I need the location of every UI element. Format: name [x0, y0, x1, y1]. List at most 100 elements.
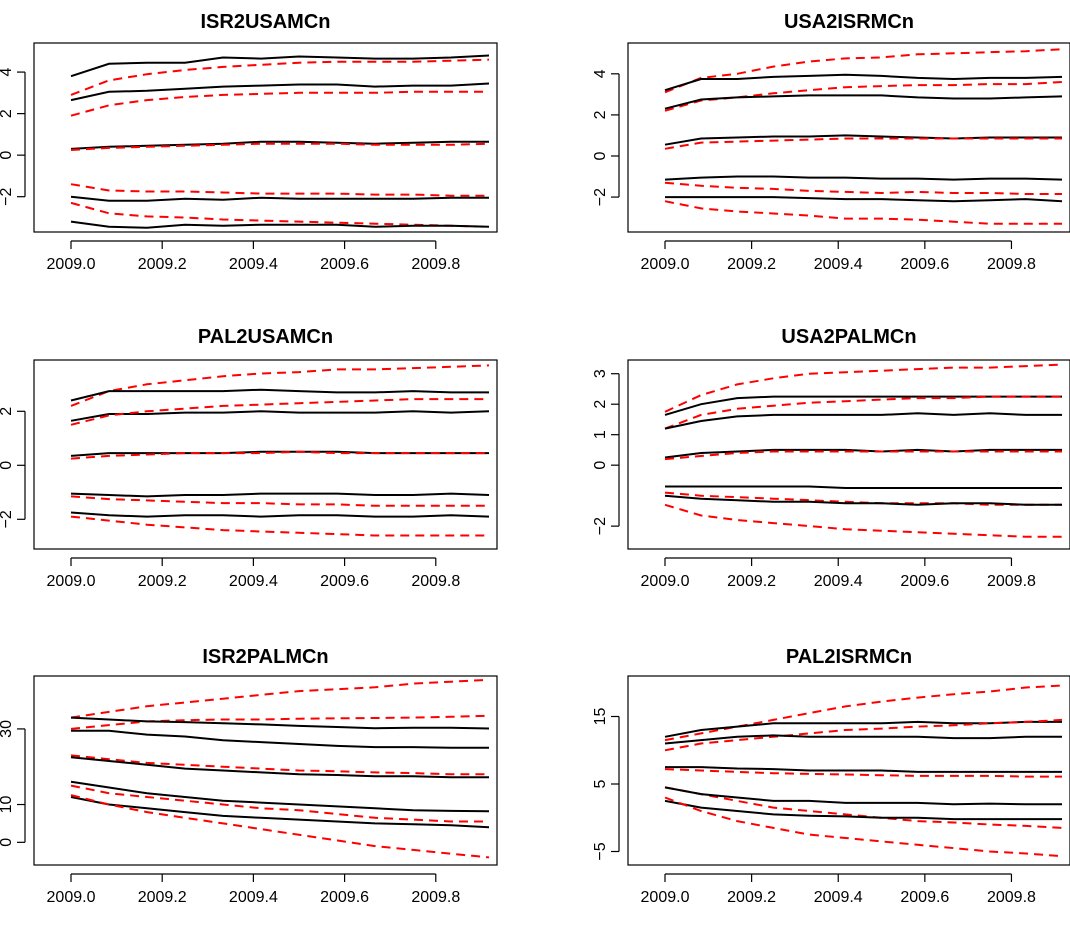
x-tick-label: 2009.2 [727, 889, 776, 906]
dashed-series-line-9 [70, 515, 489, 537]
solid-series-line-7 [70, 195, 489, 202]
dashed-series-line-2 [664, 718, 1063, 752]
x-tick-label: 2009.0 [641, 573, 690, 590]
y-tick-label: 0 [592, 151, 609, 160]
x-tick-label: 2009.6 [900, 889, 949, 906]
dashed-series-line-5 [70, 142, 490, 151]
y-tick-label: 3 [592, 369, 609, 378]
chart-title: ISR2USAMCn [200, 11, 330, 33]
solid-series-line-3 [664, 734, 1062, 745]
plot-frame [33, 42, 498, 233]
solid-series-line-1 [664, 395, 1062, 416]
solid-series-line-8 [665, 196, 1063, 203]
dashed-series-line-7 [70, 495, 489, 507]
solid-series-line-4 [664, 134, 1062, 146]
x-tick-label: 2009.0 [47, 889, 96, 906]
x-tick-label: 2009.8 [987, 889, 1036, 906]
x-tick-label: 2009.4 [229, 573, 278, 590]
y-tick-label: 4 [592, 69, 609, 78]
chart-panel-pal2isrmcn: PAL2ISRMCn 2009.0 2009.2 2009.4 2009.6 2009.8… [592, 646, 1070, 906]
y-tick-label: −2 [0, 510, 15, 528]
solid-series-line-8 [664, 799, 1062, 821]
dashed-series-line-1 [70, 714, 490, 730]
plot-frame [33, 359, 498, 550]
solid-series-line-5 [70, 756, 489, 779]
dashed-series-line-0 [664, 684, 1063, 742]
dashed-series-line-5 [664, 768, 1062, 778]
y-tick-label: −2 [592, 188, 609, 206]
dashed-series-line-0 [70, 364, 490, 407]
chart-panel-isr2usamcn: ISR2USAMCn 2009.0 2009.2 2009.4 2009.6 2009.8… [0, 11, 498, 273]
x-tick-label: 2009.8 [987, 573, 1036, 590]
chart-panel-isr2palmcn: ISR2PALMCn 2009.0 2009.2 2009.4 2009.6 2009.8… [0, 646, 498, 906]
dashed-series-line-5 [70, 450, 489, 460]
x-tick-label: 2009.8 [411, 889, 460, 906]
x-tick-label: 2009.0 [641, 889, 690, 906]
y-tick-label: 2 [592, 110, 609, 119]
solid-series-line-1 [70, 388, 489, 402]
solid-series-line-6 [70, 492, 490, 498]
x-tick-label: 2009.8 [411, 256, 460, 273]
chart-panel-pal2usamcn: PAL2USAMCn 2009.0 2009.2 2009.4 2009.6 2009.8… [0, 326, 498, 590]
x-tick-label: 2009.0 [641, 256, 690, 273]
x-tick-label: 2009.4 [229, 889, 278, 906]
y-tick-label: 0 [0, 838, 15, 847]
x-tick-label: 2009.2 [138, 573, 187, 590]
solid-series-line-4 [70, 140, 489, 150]
y-tick-label: 2 [0, 407, 15, 416]
y-tick-label: 2 [592, 400, 609, 409]
dashed-series-line-3 [70, 90, 489, 117]
dashed-series-line-9 [664, 503, 1062, 538]
dashed-series-line-5 [664, 137, 1062, 150]
chart-title: PAL2ISRMCn [786, 646, 912, 668]
y-tick-label: 0 [0, 461, 15, 470]
x-tick-label: 2009.0 [47, 256, 96, 273]
y-tick-label: −2 [0, 187, 15, 205]
solid-series-line-3 [71, 729, 489, 749]
chart-title: USA2PALMCn [781, 326, 916, 348]
x-tick-label: 2009.4 [229, 256, 278, 273]
y-tick-label: 1 [592, 430, 609, 439]
x-tick-label: 2009.2 [138, 889, 187, 906]
x-tick-label: 2009.6 [320, 256, 369, 273]
x-tick-label: 2009.6 [320, 573, 369, 590]
chart-title: ISR2PALMCn [202, 646, 328, 668]
solid-series-line-1 [664, 73, 1063, 92]
dashed-series-line-7 [664, 181, 1062, 195]
dashed-series-line-9 [70, 794, 490, 859]
x-tick-label: 2009.6 [900, 256, 949, 273]
x-tick-label: 2009.6 [320, 889, 369, 906]
solid-series-line-3 [664, 94, 1063, 110]
chart-panel-usa2palmcn: USA2PALMCn 2009.0 2009.2 2009.4 2009.6 2009.8… [592, 326, 1070, 590]
plot-frame [627, 42, 1070, 233]
y-tick-label: 0 [0, 151, 15, 160]
solid-series-line-3 [664, 412, 1062, 430]
dashed-series-line-1 [70, 58, 490, 96]
solid-series-line-2 [70, 410, 490, 422]
chart-panel-usa2isrmcn: USA2ISRMCn 2009.0 2009.2 2009.4 2009.6 2009.8… [592, 11, 1070, 273]
x-tick-label: 2009.2 [727, 256, 776, 273]
plot-frame [627, 675, 1070, 866]
x-tick-label: 2009.0 [47, 573, 96, 590]
solid-series-line-6 [70, 780, 490, 813]
x-tick-label: 2009.6 [900, 573, 949, 590]
dashed-series-line-5 [664, 450, 1062, 461]
y-tick-label: 0 [592, 461, 609, 470]
y-tick-label: −5 [592, 842, 609, 860]
y-tick-label: 30 [0, 720, 15, 738]
y-tick-label: 15 [592, 708, 609, 726]
solid-series-line-8 [664, 494, 1062, 506]
solid-series-line-6 [664, 175, 1063, 181]
solid-series-line-2 [70, 82, 490, 102]
dashed-series-line-0 [664, 363, 1063, 413]
y-tick-label: 10 [0, 796, 15, 814]
dashed-series-line-0 [70, 678, 490, 719]
dashed-series-line-9 [664, 200, 1062, 225]
chart-title: PAL2USAMCn [198, 326, 333, 348]
x-tick-label: 2009.4 [814, 573, 863, 590]
solid-series-line-0 [70, 54, 490, 78]
dashed-series-line-6 [70, 183, 489, 197]
dashed-series-line-7 [70, 784, 489, 823]
solid-series-line-8 [70, 796, 490, 829]
